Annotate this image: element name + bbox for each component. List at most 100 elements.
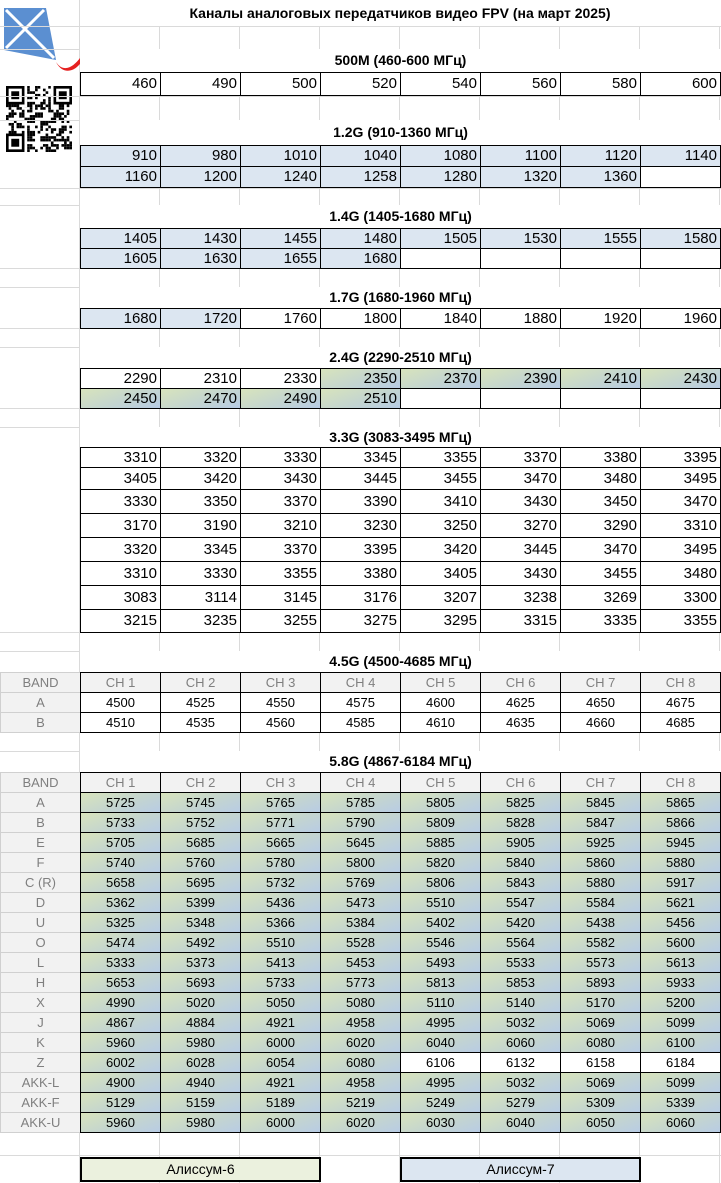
- frequency-cell: 3480: [560, 467, 641, 490]
- frequency-cell: 4635: [480, 712, 561, 733]
- frequency-cell: 1840: [400, 308, 481, 329]
- frequency-cell: 5733: [80, 812, 161, 833]
- channel-header: CH 4: [320, 772, 401, 793]
- frequency-cell: 6040: [480, 1112, 561, 1133]
- frequency-cell: 4884: [160, 1012, 241, 1033]
- frequency-cell: 3455: [400, 467, 481, 490]
- frequency-cell: 3495: [640, 537, 721, 562]
- channel-header: CH 8: [640, 772, 721, 793]
- frequency-cell: 560: [480, 72, 561, 96]
- band-header: BAND: [0, 772, 81, 793]
- frequency-cell: 3255: [240, 609, 321, 633]
- frequency-cell: [640, 388, 721, 409]
- frequency-cell: 5945: [640, 832, 721, 853]
- frequency-cell: 3355: [240, 561, 321, 586]
- frequency-cell: 3430: [480, 561, 561, 586]
- frequency-cell: 6020: [320, 1032, 401, 1053]
- channel-header: CH 6: [480, 772, 561, 793]
- frequency-cell: 520: [320, 72, 401, 96]
- frequency-cell: 5693: [160, 972, 241, 993]
- frequency-cell: 1960: [640, 308, 721, 329]
- frequency-cell: 3450: [560, 489, 641, 514]
- frequency-cell: 5573: [560, 952, 641, 973]
- frequency-cell: 3420: [160, 467, 241, 490]
- frequency-cell: 6106: [400, 1052, 481, 1073]
- frequency-cell: 5600: [640, 932, 721, 953]
- frequency-cell: 1920: [560, 308, 641, 329]
- frequency-cell: 3335: [560, 609, 641, 633]
- frequency-cell: 5825: [480, 792, 561, 813]
- frequency-cell: 3207: [400, 585, 481, 610]
- frequency-cell: 910: [80, 145, 161, 167]
- frequency-cell: 5769: [320, 872, 401, 893]
- channel-header: CH 7: [560, 672, 641, 693]
- frequency-cell: 3145: [240, 585, 321, 610]
- frequency-cell: 5399: [160, 892, 241, 913]
- band-label: O: [0, 932, 81, 953]
- frequency-cell: 4500: [80, 692, 161, 713]
- frequency-cell: 3295: [400, 609, 481, 633]
- frequency-cell: 3176: [320, 585, 401, 610]
- frequency-cell: 3355: [640, 609, 721, 633]
- frequency-cell: 5828: [480, 812, 561, 833]
- frequency-cell: 3235: [160, 609, 241, 633]
- frequency-cell: 6132: [480, 1052, 561, 1073]
- frequency-cell: 5933: [640, 972, 721, 993]
- frequency-cell: 5080: [320, 992, 401, 1013]
- frequency-cell: 5069: [560, 1072, 641, 1093]
- frequency-cell: 5493: [400, 952, 481, 973]
- frequency-cell: 490: [160, 72, 241, 96]
- frequency-cell: 3269: [560, 585, 641, 610]
- frequency-cell: 5384: [320, 912, 401, 933]
- frequency-cell: 3210: [240, 513, 321, 538]
- frequency-cell: 2350: [320, 368, 401, 389]
- frequency-cell: 1430: [160, 228, 241, 249]
- frequency-cell: 3470: [560, 537, 641, 562]
- frequency-cell: 3315: [480, 609, 561, 633]
- frequency-cell: 5453: [320, 952, 401, 973]
- frequency-cell: [640, 248, 721, 269]
- frequency-cell: 5853: [480, 972, 561, 993]
- frequency-cell: 5020: [160, 992, 241, 1013]
- frequency-cell: 5510: [240, 932, 321, 953]
- frequency-cell: 3215: [80, 609, 161, 633]
- frequency-cell: 1580: [640, 228, 721, 249]
- frequency-cell: 6080: [320, 1052, 401, 1073]
- frequency-cell: 5785: [320, 792, 401, 813]
- frequency-cell: 5893: [560, 972, 641, 993]
- frequency-cell: 5745: [160, 792, 241, 813]
- frequency-cell: 3470: [480, 467, 561, 490]
- channel-header: CH 3: [240, 772, 321, 793]
- frequency-cell: 5860: [560, 852, 641, 873]
- frequency-cell: [560, 248, 641, 269]
- frequency-cell: 4958: [320, 1012, 401, 1033]
- frequency-cell: 5473: [320, 892, 401, 913]
- frequency-cell: 3310: [640, 513, 721, 538]
- frequency-cell: 6020: [320, 1112, 401, 1133]
- frequency-cell: 1880: [480, 308, 561, 329]
- frequency-cell: 3238: [480, 585, 561, 610]
- frequency-cell: 6158: [560, 1052, 641, 1073]
- frequency-cell: 5362: [80, 892, 161, 913]
- frequency-cell: 5564: [480, 932, 561, 953]
- channel-header: CH 8: [640, 672, 721, 693]
- frequency-cell: 6030: [400, 1112, 481, 1133]
- section-title: 500M (460-600 МГц): [80, 49, 721, 72]
- frequency-cell: 5050: [240, 992, 321, 1013]
- frequency-cell: 5845: [560, 792, 641, 813]
- channel-header: CH 4: [320, 672, 401, 693]
- channel-header: CH 1: [80, 772, 161, 793]
- frequency-cell: 4600: [400, 692, 481, 713]
- section-title: 2.4G (2290-2510 МГц): [80, 347, 721, 368]
- frequency-cell: 5510: [400, 892, 481, 913]
- frequency-cell: 3420: [400, 537, 481, 562]
- frequency-cell: 6050: [560, 1112, 641, 1133]
- frequency-cell: 3380: [560, 447, 641, 468]
- frequency-cell: 3230: [320, 513, 401, 538]
- frequency-cell: 4921: [240, 1072, 321, 1093]
- frequency-cell: 1800: [320, 308, 401, 329]
- frequency-cell: 1630: [160, 248, 241, 269]
- frequency-cell: 500: [240, 72, 321, 96]
- section-title: 3.3G (3083-3495 МГц): [80, 427, 721, 447]
- frequency-cell: 4921: [240, 1012, 321, 1033]
